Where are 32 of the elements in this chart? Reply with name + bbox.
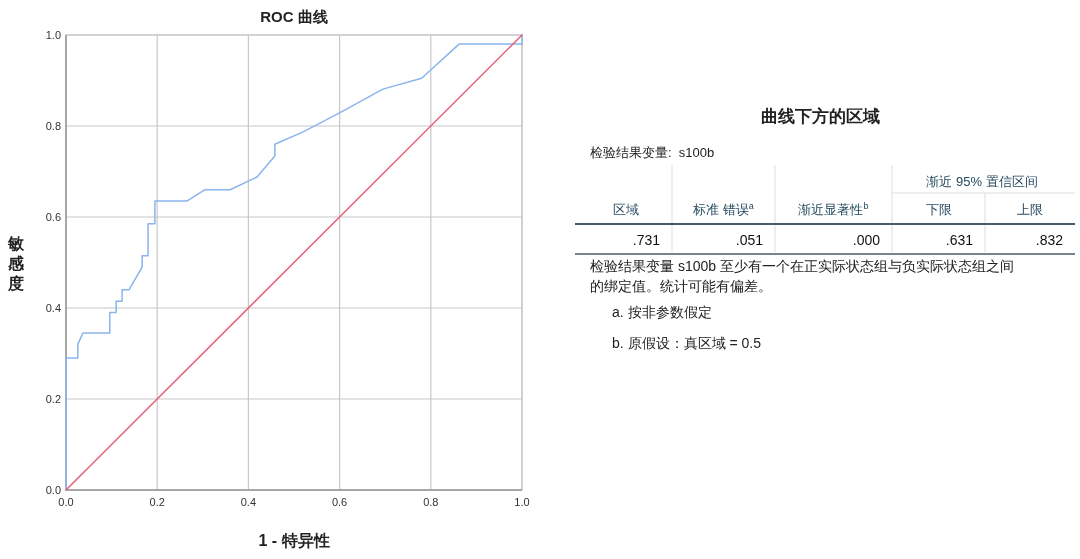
category-label: 上限	[1017, 202, 1043, 217]
y-tick-label: 0.6	[45, 211, 61, 223]
x-tick-label: 0.8	[423, 496, 439, 508]
x-tick-label: 0.2	[149, 496, 165, 508]
y-tick-label: 0.0	[45, 484, 61, 496]
y-tick-label: 1.0	[45, 29, 61, 41]
text: .832	[1035, 232, 1063, 248]
x-tick-label: 0.4	[240, 496, 257, 508]
text: .731	[632, 232, 660, 248]
text: 曲线下方的区域	[760, 107, 880, 126]
x-axis-title: 1 - 特异性	[258, 532, 330, 549]
text: a. 按非参数假定	[612, 304, 712, 322]
text: 检验结果变量 s100b 至少有一个在正实际状态组与负实际状态组之间的绑定值。统计可能有偏差。	[590, 257, 1015, 296]
y-tick-label: 0.2	[45, 393, 61, 405]
y-tick-label: 0.8	[45, 120, 61, 132]
category-label: 渐近显著性$^{b}$	[798, 201, 869, 217]
chart-title: ROC 曲线	[260, 8, 328, 25]
x-tick-label: 1.0	[514, 496, 530, 508]
text: 检验结果变量: s100b	[590, 145, 715, 160]
line-series	[65, 34, 523, 491]
text: .631	[945, 232, 973, 248]
category-label: 下限	[925, 202, 952, 217]
text: .051	[735, 232, 763, 248]
category-label: 标准 错误$^{a}$	[692, 201, 755, 217]
x-tick-label: 0.6	[331, 496, 348, 508]
y-tick-label: 0.4	[45, 302, 61, 314]
x-tick-label: 0.0	[58, 496, 74, 508]
y-axis-title: 敏感度	[7, 234, 25, 292]
legend-title: 渐近 95% 置信区间	[926, 174, 1038, 189]
text: b. 原假设：真区域 = 0.5	[612, 335, 761, 353]
text: .000	[852, 232, 880, 248]
category-label: 区域	[613, 202, 639, 217]
